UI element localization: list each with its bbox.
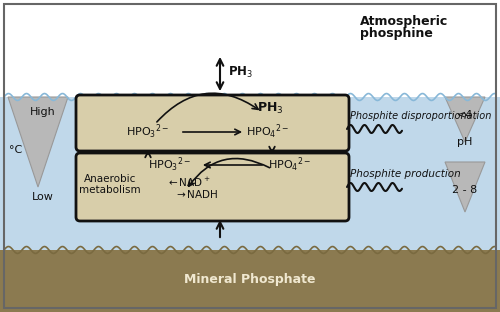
Text: $\rightarrow$NADH: $\rightarrow$NADH <box>174 188 218 200</box>
Text: Atmospheric: Atmospheric <box>360 16 448 28</box>
Text: HPO$_4$$^{2-}$: HPO$_4$$^{2-}$ <box>246 123 290 141</box>
Text: PH$_3$: PH$_3$ <box>256 100 283 115</box>
Text: HPO$_4$$^{2-}$: HPO$_4$$^{2-}$ <box>268 156 312 174</box>
Polygon shape <box>445 97 485 142</box>
Text: Phosphite disproportionation: Phosphite disproportionation <box>350 111 492 121</box>
Text: °C: °C <box>10 145 22 155</box>
Bar <box>0 97 500 250</box>
Text: Anaerobic: Anaerobic <box>84 174 136 184</box>
Bar <box>0 250 500 312</box>
Text: HPO$_3$$^{2-}$: HPO$_3$$^{2-}$ <box>148 156 192 174</box>
Bar <box>0 0 500 97</box>
FancyBboxPatch shape <box>76 153 349 221</box>
Polygon shape <box>445 162 485 212</box>
Text: Mineral Phosphate: Mineral Phosphate <box>184 274 316 286</box>
Text: HPO$_3$$^{2-}$: HPO$_3$$^{2-}$ <box>126 123 170 141</box>
Polygon shape <box>8 97 68 187</box>
Text: $\leftarrow$NAD$^+$: $\leftarrow$NAD$^+$ <box>166 175 210 188</box>
Text: PH$_3$: PH$_3$ <box>228 65 253 80</box>
Text: pH: pH <box>458 137 472 147</box>
Text: 2 - 8: 2 - 8 <box>452 185 477 195</box>
Text: Low: Low <box>32 192 54 202</box>
Text: High: High <box>30 107 56 117</box>
FancyBboxPatch shape <box>76 95 349 151</box>
Text: metabolism: metabolism <box>79 185 141 195</box>
Text: phosphine: phosphine <box>360 27 433 41</box>
Text: <4: <4 <box>457 110 473 120</box>
Text: Phosphite production: Phosphite production <box>350 169 461 179</box>
